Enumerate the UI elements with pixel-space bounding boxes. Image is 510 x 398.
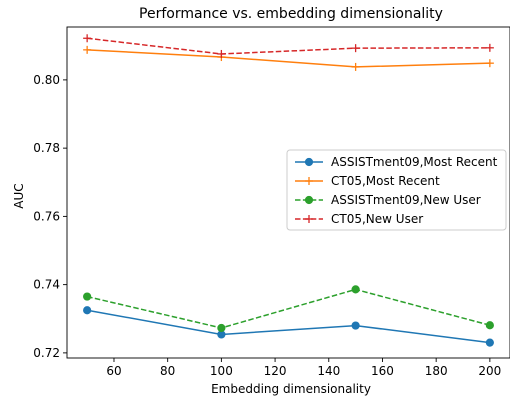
y-tick-label: 0.78 (33, 141, 60, 155)
series-2-point (83, 45, 92, 54)
y-tick-label: 0.76 (33, 209, 60, 223)
series-3-point (351, 285, 360, 294)
series-4-point (351, 44, 360, 53)
x-tick-label: 140 (317, 364, 340, 378)
x-tick-label: 100 (210, 364, 233, 378)
x-tick-label: 60 (106, 364, 121, 378)
legend-marker (304, 195, 314, 205)
series-2-point (485, 59, 494, 68)
legend-label: ASSISTment09,New User (331, 193, 481, 207)
series-1-point (351, 321, 360, 330)
x-tick-label: 80 (160, 364, 175, 378)
plot-area (83, 34, 494, 347)
series-2-point (351, 62, 360, 71)
x-axis-label: Embedding dimensionality (211, 382, 371, 396)
series-1-point (83, 306, 92, 315)
y-axis-label: AUC (12, 183, 26, 208)
series-line-2 (87, 49, 490, 68)
legend-marker (305, 215, 313, 223)
x-tick-label: 200 (478, 364, 501, 378)
y-tick-label: 0.80 (33, 73, 60, 87)
x-tick-label: 160 (371, 364, 394, 378)
axes: 60 80 100 120 140 160 180 200 0.72 0.74 0.76 0.78 0.… (33, 26, 510, 378)
chart-title: Performance vs. embedding dimensionality (139, 6, 443, 22)
series-line-3 (86, 288, 491, 329)
legend-box (286, 149, 507, 231)
legend-marker (305, 177, 313, 185)
x-tick-label: 180 (425, 364, 448, 378)
series-line-1 (87, 309, 490, 344)
series-4-point (485, 43, 494, 52)
legend: ASSISTment09,Most Recent CT05,Most Recent… (286, 149, 507, 231)
y-tick-label: 0.72 (33, 346, 60, 360)
legend-label: CT05,New User (331, 212, 423, 226)
series-4-point (83, 34, 92, 43)
plot-frame (66, 26, 510, 359)
y-tick-label: 0.74 (33, 278, 60, 292)
series-3-point (217, 323, 226, 333)
legend-marker (304, 157, 314, 167)
series-1-point (485, 338, 494, 347)
legend-label: CT05,Most Recent (331, 174, 440, 188)
series-3-point (485, 321, 494, 330)
x-tick-label: 120 (264, 364, 287, 378)
legend-label: ASSISTment09,Most Recent (331, 155, 498, 169)
series-4-point (217, 49, 226, 58)
series-3-point (83, 292, 92, 301)
series-line-4 (87, 37, 490, 55)
